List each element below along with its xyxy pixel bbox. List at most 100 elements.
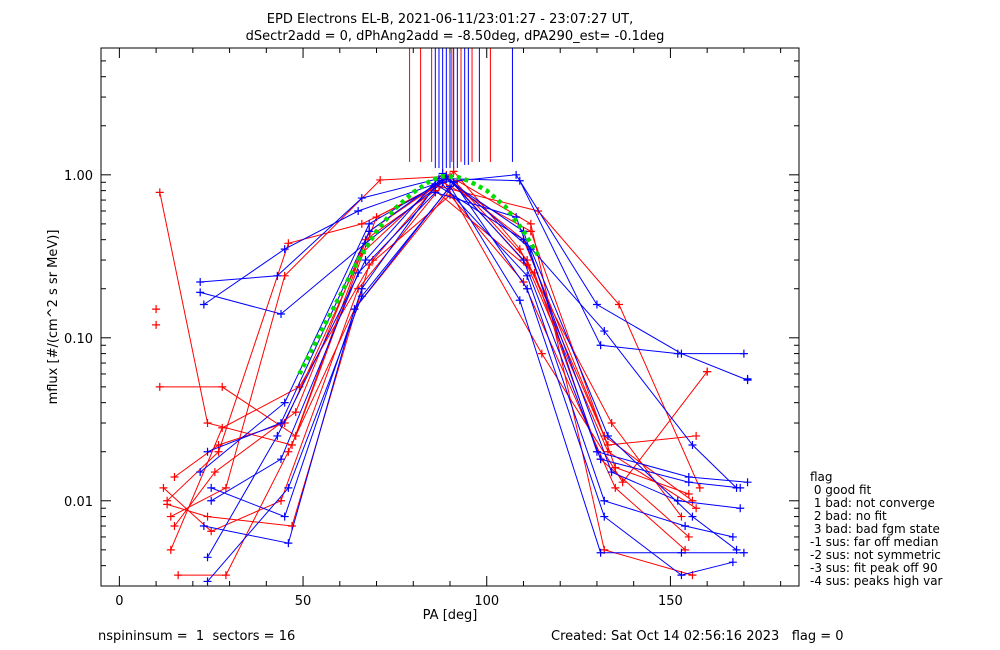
- series-point: [519, 277, 528, 286]
- series-point: [692, 431, 701, 440]
- series-point: [526, 227, 535, 236]
- series-point: [365, 227, 374, 236]
- series-point: [203, 577, 212, 586]
- series-point: [600, 512, 609, 521]
- series-point: [207, 527, 216, 536]
- legend-entry: -4 sus: peaks high var: [810, 574, 943, 588]
- series-point: [273, 271, 282, 280]
- x-tick-label: 50: [295, 594, 312, 609]
- series-point: [515, 245, 524, 254]
- series-point: [519, 256, 528, 265]
- series-point: [614, 300, 623, 309]
- series-point: [203, 553, 212, 562]
- legend-entry: 3 bad: bad fgm state: [810, 522, 940, 536]
- series-point: [207, 483, 216, 492]
- series-point: [365, 219, 374, 228]
- series-point: [196, 277, 205, 286]
- series-point: [284, 239, 293, 248]
- series-point: [607, 468, 616, 477]
- series-point: [218, 382, 227, 391]
- y-tick-label: 1.00: [64, 169, 93, 184]
- series-point: [677, 571, 686, 580]
- y-axis-label: mflux [#/(cm^2 s sr MeV)]: [46, 230, 61, 405]
- series-point: [739, 349, 748, 358]
- series-blue: [207, 188, 745, 513]
- series-red: [163, 182, 704, 505]
- x-tick-label: 0: [115, 594, 123, 609]
- legend-entry: 1 bad: not converge: [810, 496, 935, 510]
- series-point: [214, 447, 223, 456]
- legend-entry: -2 sus: not symmetric: [810, 548, 941, 562]
- series-point: [592, 300, 601, 309]
- series-point: [677, 349, 686, 358]
- series-line: [207, 172, 737, 558]
- series-point: [199, 522, 208, 531]
- series-point: [692, 504, 701, 513]
- series-point: [449, 178, 458, 187]
- clipped-data-group: [152, 48, 752, 586]
- legend-entry: -3 sus: fit peak off 90: [810, 561, 938, 575]
- series-point: [611, 483, 620, 492]
- series-point: [537, 349, 546, 358]
- series-point: [592, 447, 601, 456]
- series-blue: [203, 178, 737, 586]
- series-line: [170, 177, 708, 550]
- series-point: [596, 341, 605, 350]
- series-point: [596, 548, 605, 557]
- series-blue: [199, 182, 748, 557]
- isolated-point: [743, 374, 752, 383]
- series-point: [357, 219, 366, 228]
- series-line: [163, 170, 682, 532]
- series-point: [677, 548, 686, 557]
- series-point: [170, 522, 179, 531]
- series-point: [277, 455, 286, 464]
- series-point: [736, 483, 745, 492]
- series-line: [210, 191, 741, 509]
- series-point: [280, 398, 289, 407]
- series-point: [207, 496, 216, 505]
- series-point: [739, 548, 748, 557]
- legend-title: flag: [810, 470, 833, 484]
- series-red: [163, 191, 690, 554]
- series-line: [211, 179, 734, 538]
- footer-spin-info: nspininsum = 1 sectors = 16: [98, 629, 295, 644]
- series-point: [199, 300, 208, 309]
- series-point: [354, 206, 363, 215]
- series-point: [728, 558, 737, 567]
- series-point: [523, 271, 532, 280]
- series-line: [207, 181, 734, 582]
- series-point: [677, 512, 686, 521]
- series-point: [607, 419, 616, 428]
- series-red: [174, 176, 697, 580]
- series-point: [196, 288, 205, 297]
- series-point: [170, 472, 179, 481]
- series-point: [618, 478, 627, 487]
- y-tick-label: 0.10: [64, 332, 93, 347]
- x-tick-label: 150: [658, 594, 683, 609]
- series-point: [273, 431, 282, 440]
- series-point: [203, 447, 212, 456]
- series-point: [688, 440, 697, 449]
- legend-entry: 0 good fit: [810, 483, 872, 497]
- data-layer: [152, 48, 752, 586]
- series-point: [284, 483, 293, 492]
- legend-entry: -1 sus: far off median: [810, 535, 938, 549]
- series-point: [166, 545, 175, 554]
- series-point: [736, 504, 745, 513]
- isolated-point: [152, 320, 161, 329]
- series-line: [170, 175, 697, 518]
- series-line: [200, 177, 744, 355]
- series-red: [159, 167, 686, 536]
- series-point: [277, 309, 286, 318]
- series-point: [603, 431, 612, 440]
- series-line: [200, 174, 748, 381]
- series-point: [684, 490, 693, 499]
- series-point: [728, 532, 737, 541]
- series-point: [673, 496, 682, 505]
- series-point: [431, 188, 440, 197]
- footer-created-info: Created: Sat Oct 14 02:56:16 2023 flag =…: [551, 629, 844, 644]
- series-point: [284, 447, 293, 456]
- series-point: [526, 219, 535, 228]
- series-line: [159, 181, 689, 495]
- series-point: [732, 545, 741, 554]
